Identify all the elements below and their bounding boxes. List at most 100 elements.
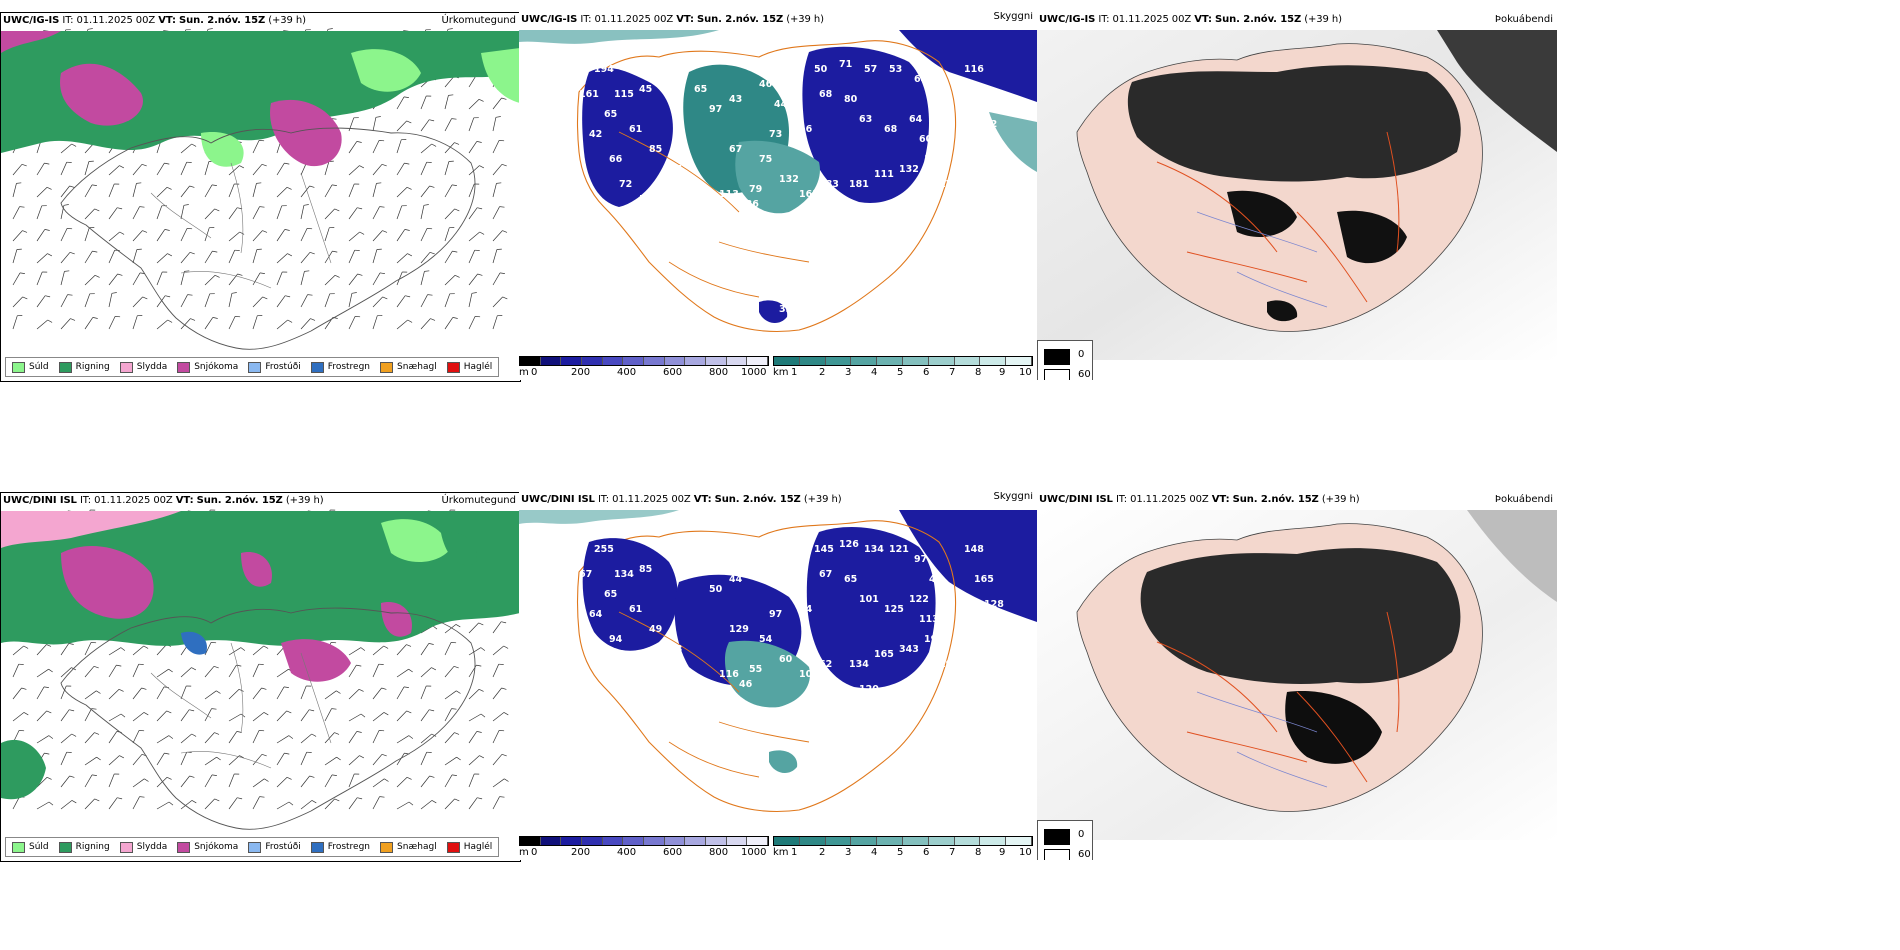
- wind-barb: [252, 754, 263, 766]
- panel-product-name: Skyggni: [993, 492, 1033, 502]
- colorbar-swatch: [1006, 837, 1032, 845]
- wind-barb-tick: [359, 755, 365, 759]
- visibility-value-label: 116: [719, 669, 739, 680]
- panel-title: UWC/IG-IS IT: 01.11.2025 00Z VT: Sun. 2.…: [1039, 14, 1342, 25]
- wind-barb: [204, 666, 215, 678]
- wind-barb-tick: [499, 206, 505, 208]
- wind-barb: [444, 642, 452, 656]
- visibility-value-label: 97: [769, 609, 782, 620]
- wind-barb: [372, 164, 383, 176]
- visibility-value-label: 50: [814, 64, 828, 75]
- wind-barb: [372, 272, 381, 286]
- wind-barb-tick: [91, 708, 97, 710]
- wind-barb-tick: [360, 647, 366, 651]
- wind-barb: [420, 775, 430, 788]
- wind-barb-tick: [120, 647, 126, 651]
- colorbar-swatch: [644, 837, 665, 845]
- wind-barb: [420, 643, 430, 656]
- wind-barb: [300, 752, 308, 766]
- wind-barb-tick: [429, 775, 435, 778]
- visibility-value-label: 64: [589, 609, 603, 620]
- wind-barb: [12, 164, 23, 176]
- wind-barb-tick: [455, 624, 461, 628]
- fog-legend-value: 60: [1078, 849, 1091, 860]
- wind-barb-tick: [408, 735, 414, 739]
- cloudbase-tick: 0: [531, 367, 538, 378]
- wind-barb-tick: [284, 229, 290, 231]
- wind-barb: [324, 708, 332, 722]
- wind-barb-tick: [357, 207, 363, 210]
- wind-barb: [252, 730, 260, 744]
- visibility-value-label: 39: [774, 579, 787, 590]
- wind-barb-tick: [262, 296, 268, 300]
- wind-barb-tick: [70, 318, 76, 321]
- legend-swatch: [380, 361, 394, 373]
- wind-barb: [228, 755, 240, 766]
- legend-swatch: [119, 841, 133, 853]
- wind-barb-tick: [382, 230, 388, 233]
- wind-barb: [372, 796, 380, 810]
- legend-item: Súld: [12, 841, 49, 853]
- wind-barb: [396, 319, 408, 330]
- visibility-value-label: 80: [844, 94, 858, 105]
- wind-barb: [12, 272, 21, 286]
- wind-barb-tick: [262, 230, 268, 233]
- wind-barb: [180, 775, 190, 788]
- wind-barb: [84, 161, 90, 176]
- wind-barb-tick: [144, 778, 149, 782]
- wind-barb: [132, 664, 140, 678]
- wind-barb-tick: [429, 119, 435, 122]
- wind-barb-tick: [21, 163, 27, 167]
- wind-barb-tick: [381, 687, 387, 690]
- wind-barb: [84, 690, 97, 700]
- wind-barb-tick: [211, 184, 217, 186]
- colorbar-swatch: [726, 837, 748, 845]
- wind-barb: [36, 187, 48, 198]
- wind-barb: [372, 315, 378, 330]
- wind-barb: [204, 317, 214, 330]
- wind-barb: [372, 296, 383, 308]
- legend-item: Snjókoma: [177, 841, 238, 853]
- wind-barb: [84, 208, 95, 220]
- visibility-value-label: 124: [669, 684, 689, 695]
- cloudbase-colorbar-swatches: [519, 836, 769, 846]
- wind-barb: [468, 797, 478, 810]
- wind-barb-tick: [451, 708, 457, 710]
- wind-barb: [204, 756, 217, 766]
- visibility-value-label: 54: [759, 634, 773, 645]
- colorbar-swatch: [561, 357, 583, 365]
- wind-barb-tick: [304, 270, 310, 272]
- wind-barb-tick: [480, 713, 486, 718]
- wind-barb: [420, 95, 427, 110]
- visibility-value-label: 50: [709, 584, 723, 595]
- visibility-tick: 1: [791, 367, 798, 378]
- wind-barb-tick: [23, 712, 29, 716]
- wind-barb: [348, 207, 358, 220]
- visibility-value-label: 67: [729, 144, 742, 155]
- wind-barb: [132, 796, 140, 810]
- wind-barb: [60, 318, 71, 330]
- wind-barb: [420, 318, 431, 330]
- panel-title: UWC/IG-IS IT: 01.11.2025 00Z VT: Sun. 2.…: [521, 14, 824, 25]
- panel-title: UWC/DINI ISL IT: 01.11.2025 00Z VT: Sun.…: [3, 495, 324, 506]
- colorbar-swatch: [877, 837, 903, 845]
- wind-barb: [492, 97, 502, 110]
- visibility-value-label: 57: [864, 64, 877, 75]
- visibility-value-label: 65: [694, 84, 707, 95]
- wind-barb-tick: [118, 688, 124, 692]
- wind-barb-tick: [406, 120, 412, 124]
- wind-barb: [156, 644, 167, 656]
- wind-barb-tick: [216, 690, 221, 694]
- visibility-value-label: 61: [629, 124, 642, 135]
- panel-product-name: Úrkomutegund: [441, 495, 516, 506]
- legend-swatch: [380, 841, 394, 853]
- fog-legend-value: 0: [1078, 829, 1085, 840]
- wind-barb: [36, 295, 46, 308]
- wind-barb-tick: [334, 208, 340, 212]
- wind-barb: [468, 165, 480, 176]
- wind-barb: [396, 710, 407, 722]
- visibility-value-label: 113: [719, 189, 739, 200]
- wind-barb: [348, 273, 358, 286]
- wind-barb-tick: [48, 735, 54, 739]
- wind-barb: [60, 643, 70, 656]
